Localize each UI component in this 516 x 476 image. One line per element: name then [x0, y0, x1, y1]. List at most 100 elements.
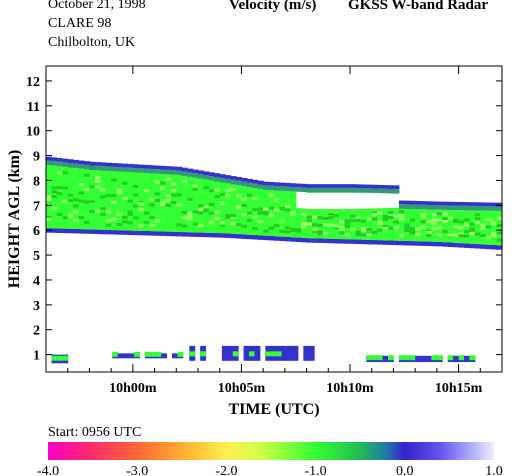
cloud-texture: [127, 210, 134, 214]
campaign-label: CLARE 98: [48, 16, 112, 31]
cloud-base-edge: [51, 228, 58, 233]
cloud-texture: [94, 209, 101, 213]
cloud-core: [78, 168, 85, 230]
cloud-texture: [73, 204, 80, 208]
cloud-texture: [214, 210, 221, 214]
cloud-texture: [143, 220, 150, 224]
cloud-texture: [78, 216, 85, 220]
cloud-core: [355, 208, 362, 240]
low-echo-core: [155, 351, 162, 357]
cloud-texture: [388, 214, 395, 218]
y-tick-label: 12: [26, 75, 40, 90]
cloud-top-fringe: [51, 157, 58, 162]
cloud-texture: [388, 226, 395, 230]
cloud-texture: [496, 238, 503, 242]
cloud-texture: [51, 190, 58, 194]
cloud-top-edge: [241, 181, 248, 187]
cloud-top-edge: [485, 206, 492, 211]
cloud-base-edge: [78, 229, 85, 234]
cloud-texture: [143, 211, 150, 215]
cloud-texture: [268, 193, 275, 197]
cloud-base-edge: [388, 240, 395, 245]
cloud-top-fringe: [306, 184, 313, 188]
cloud-texture: [116, 212, 123, 216]
colorbar-label: -4.0: [37, 464, 59, 476]
cloud-base-edge: [230, 233, 237, 239]
cloud-top-edge: [480, 206, 487, 211]
x-axis: 10h00m 10h05m 10h10m 10h15m: [45, 66, 503, 396]
cloud-texture: [377, 211, 384, 215]
cloud-texture: [208, 189, 215, 193]
cloud-top-fringe: [317, 184, 324, 188]
date-label: October 21, 1998: [48, 0, 146, 12]
cloud-texture: [431, 221, 438, 225]
cloud-texture: [496, 231, 503, 235]
cloud-top-edge: [442, 205, 449, 210]
cloud-base-edge: [301, 237, 308, 243]
cloud-top-fringe: [480, 202, 487, 207]
cloud-texture: [105, 210, 112, 214]
low-echo-core: [270, 351, 277, 357]
cloud-texture: [333, 224, 340, 228]
cloud-base-edge: [214, 233, 221, 238]
cloud-texture: [480, 234, 487, 238]
cloud-texture: [268, 213, 275, 217]
cloud-top-edge: [94, 165, 101, 171]
cloud-texture: [219, 202, 226, 206]
cloud-top-fringe: [344, 184, 351, 188]
cloud-base-edge: [252, 235, 259, 240]
cloud-texture: [263, 212, 270, 216]
cloud-texture: [453, 233, 460, 237]
cloud-texture: [89, 209, 96, 213]
cloud-texture: [442, 229, 449, 233]
cloud-texture: [485, 225, 492, 229]
cloud-texture: [94, 185, 101, 189]
cloud-top-edge: [198, 174, 205, 179]
cloud-top-edge: [78, 164, 85, 169]
cloud-base-edge: [458, 243, 465, 248]
cloud-texture: [328, 216, 335, 220]
cloud-top-edge: [458, 205, 465, 211]
cloud-texture: [306, 215, 313, 219]
cloud-top-fringe: [491, 202, 498, 207]
cloud-base-edge: [366, 239, 373, 245]
cloud-core: [100, 170, 107, 230]
cloud-texture: [203, 206, 210, 210]
cloud-texture: [263, 229, 270, 233]
cloud-top-edge: [268, 185, 275, 191]
cloud-base-edge: [404, 240, 411, 246]
cloud-top-fringe: [469, 202, 476, 206]
cloud-base-edge: [295, 237, 302, 243]
cloud-core: [208, 180, 215, 233]
cloud-texture: [420, 220, 427, 224]
low-echo-core: [431, 355, 438, 361]
low-echo-core: [200, 351, 207, 357]
cloud-texture: [219, 192, 226, 196]
cloud-top-edge: [398, 204, 405, 209]
cloud-texture: [170, 193, 177, 197]
cloud-core: [382, 208, 389, 241]
low-echo-core: [112, 351, 119, 357]
cloud-texture: [170, 201, 177, 205]
cloud-texture: [284, 230, 291, 234]
cloud-texture: [100, 195, 107, 199]
cloud-core: [469, 210, 476, 244]
cloud-texture: [453, 218, 460, 222]
cloud-top-fringe: [225, 175, 232, 179]
low-echo: [415, 355, 422, 363]
cloud-core: [165, 174, 172, 232]
cloud-core: [105, 170, 112, 230]
cloud-texture: [436, 212, 443, 216]
cloud-texture: [355, 230, 362, 234]
cloud-base-edge: [111, 230, 118, 235]
cloud-texture: [344, 224, 351, 228]
start-time-label: Start: 0956 UTC: [48, 425, 142, 440]
low-echo-core: [458, 355, 465, 361]
cloud-texture: [154, 192, 161, 196]
cloud-base-edge: [263, 235, 270, 241]
cloud-texture: [94, 176, 101, 180]
cloud-top-edge: [111, 166, 118, 172]
cloud-core: [333, 209, 340, 239]
cloud-core: [241, 186, 248, 235]
cloud-texture: [154, 199, 161, 203]
